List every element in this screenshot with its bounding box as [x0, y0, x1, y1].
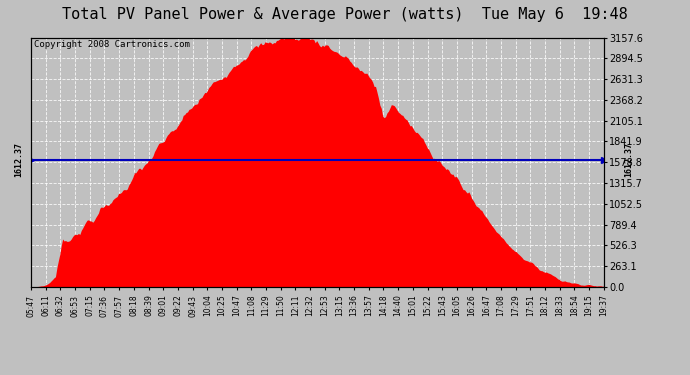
- Text: Total PV Panel Power & Average Power (watts)  Tue May 6  19:48: Total PV Panel Power & Average Power (wa…: [62, 8, 628, 22]
- Text: Copyright 2008 Cartronics.com: Copyright 2008 Cartronics.com: [34, 40, 190, 49]
- Text: 1612.37: 1612.37: [624, 142, 633, 177]
- Text: 1612.37: 1612.37: [14, 142, 23, 177]
